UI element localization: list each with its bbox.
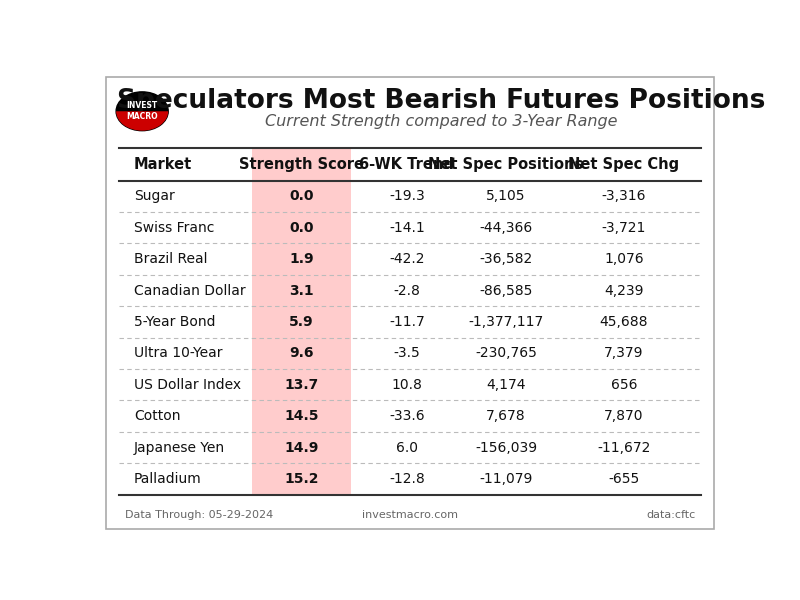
Text: -2.8: -2.8 xyxy=(394,284,420,298)
Text: Current Strength compared to 3-Year Range: Current Strength compared to 3-Year Rang… xyxy=(265,114,618,129)
Text: -19.3: -19.3 xyxy=(389,189,425,203)
Text: -11.7: -11.7 xyxy=(389,315,425,329)
Text: -14.1: -14.1 xyxy=(389,221,425,235)
Wedge shape xyxy=(116,111,168,131)
Text: Swiss Franc: Swiss Franc xyxy=(134,221,214,235)
Text: 15.2: 15.2 xyxy=(284,472,318,486)
Text: -3.5: -3.5 xyxy=(394,346,420,361)
Text: 5.9: 5.9 xyxy=(289,315,314,329)
Text: 4,239: 4,239 xyxy=(604,284,644,298)
Text: 7,379: 7,379 xyxy=(604,346,644,361)
Text: Cotton: Cotton xyxy=(134,409,181,423)
Text: -655: -655 xyxy=(608,472,639,486)
Text: -1,377,117: -1,377,117 xyxy=(469,315,544,329)
Text: 656: 656 xyxy=(610,378,637,392)
Text: Data Through: 05-29-2024: Data Through: 05-29-2024 xyxy=(125,509,273,520)
Text: Brazil Real: Brazil Real xyxy=(134,252,208,266)
Text: Palladium: Palladium xyxy=(134,472,202,486)
Text: Net Spec Positions: Net Spec Positions xyxy=(429,157,584,172)
Text: 6.0: 6.0 xyxy=(396,440,418,455)
Text: 6-WK Trend: 6-WK Trend xyxy=(359,157,454,172)
Text: 7,678: 7,678 xyxy=(486,409,526,423)
Text: -12.8: -12.8 xyxy=(389,472,425,486)
Text: Strength Score: Strength Score xyxy=(239,157,364,172)
Text: -33.6: -33.6 xyxy=(389,409,425,423)
Text: -11,079: -11,079 xyxy=(479,472,533,486)
Text: 10.8: 10.8 xyxy=(391,378,422,392)
Text: -3,721: -3,721 xyxy=(602,221,646,235)
FancyBboxPatch shape xyxy=(252,148,351,495)
Text: 7,870: 7,870 xyxy=(604,409,644,423)
Text: 0.0: 0.0 xyxy=(290,221,314,235)
Text: INVEST: INVEST xyxy=(126,101,158,110)
Text: -42.2: -42.2 xyxy=(389,252,425,266)
Text: MACRO: MACRO xyxy=(126,112,158,121)
Text: 14.5: 14.5 xyxy=(284,409,318,423)
Text: 9.6: 9.6 xyxy=(290,346,314,361)
Text: Sugar: Sugar xyxy=(134,189,175,203)
Text: 5-Year Bond: 5-Year Bond xyxy=(134,315,216,329)
Text: -3,316: -3,316 xyxy=(602,189,646,203)
Text: -44,366: -44,366 xyxy=(479,221,533,235)
Text: -36,582: -36,582 xyxy=(479,252,533,266)
Text: Speculators Most Bearish Futures Positions: Speculators Most Bearish Futures Positio… xyxy=(117,88,765,113)
Circle shape xyxy=(116,92,168,131)
Text: 4,174: 4,174 xyxy=(486,378,526,392)
Text: Market: Market xyxy=(134,157,192,172)
Text: 5,105: 5,105 xyxy=(486,189,526,203)
Text: 45,688: 45,688 xyxy=(600,315,648,329)
Text: -11,672: -11,672 xyxy=(598,440,650,455)
Text: 3.1: 3.1 xyxy=(289,284,314,298)
Text: -86,585: -86,585 xyxy=(479,284,533,298)
Text: 14.9: 14.9 xyxy=(284,440,318,455)
Text: 1.9: 1.9 xyxy=(289,252,314,266)
Text: 0.0: 0.0 xyxy=(290,189,314,203)
Text: US Dollar Index: US Dollar Index xyxy=(134,378,242,392)
Text: Ultra 10-Year: Ultra 10-Year xyxy=(134,346,222,361)
Text: Canadian Dollar: Canadian Dollar xyxy=(134,284,246,298)
Text: 13.7: 13.7 xyxy=(284,378,318,392)
Text: -230,765: -230,765 xyxy=(475,346,537,361)
Text: Japanese Yen: Japanese Yen xyxy=(134,440,226,455)
Text: Net Spec Chg: Net Spec Chg xyxy=(568,157,679,172)
Text: -156,039: -156,039 xyxy=(475,440,537,455)
Text: investmacro.com: investmacro.com xyxy=(362,509,458,520)
Text: data:cftc: data:cftc xyxy=(646,509,695,520)
Text: 1,076: 1,076 xyxy=(604,252,644,266)
FancyBboxPatch shape xyxy=(106,77,714,529)
